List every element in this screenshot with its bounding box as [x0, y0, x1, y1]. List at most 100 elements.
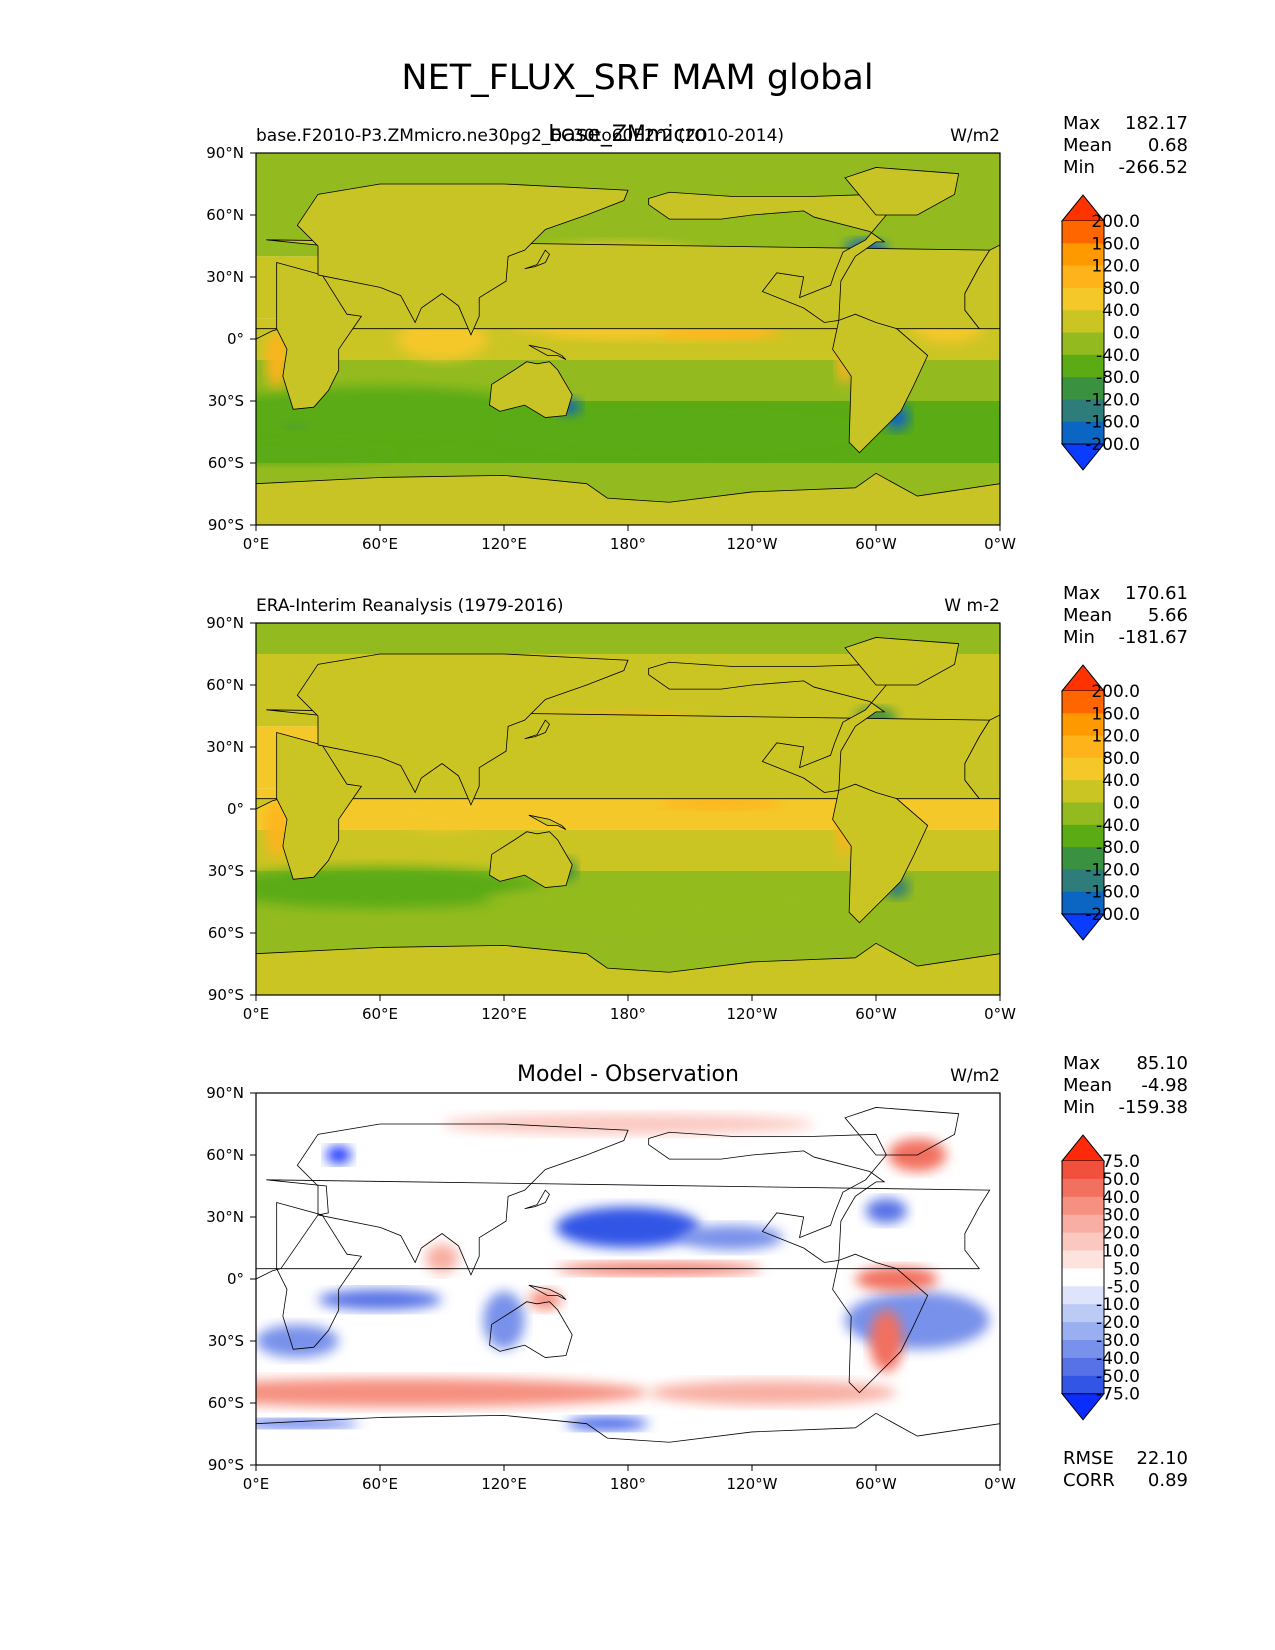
colorbar-extend-max: [1060, 1134, 1106, 1162]
colorbar-segment: [1062, 891, 1104, 915]
colorbar-segment: [1062, 1214, 1104, 1234]
colorbar-segment: [1062, 1322, 1104, 1341]
colorbar-segment: [1062, 287, 1104, 311]
colorbar-segment: [1062, 1178, 1104, 1198]
colorbar-tick-label: 160.0: [1091, 234, 1140, 254]
colorbar-segment: [1062, 265, 1104, 289]
colorbar-tick-label: -200.0: [1085, 905, 1140, 925]
stat-value: 0.68: [1148, 135, 1188, 156]
stat-label: Max: [1063, 1053, 1101, 1074]
colorbar-tick-label: -40.0: [1096, 1349, 1140, 1369]
panel-difference: 0°E 60°E 120°E 180° 120°W 60°W 0°W 90°N 60°N 30°N…: [206, 1053, 1188, 1493]
x-tick-label: 180°: [610, 1475, 646, 1493]
colorbar-tick-label: 200.0: [1091, 682, 1140, 702]
stat-label: Mean: [1063, 135, 1112, 156]
metric-value: 0.89: [1148, 1470, 1188, 1491]
y-tick-label: 60°S: [208, 924, 244, 942]
y-tick-label: 30°S: [208, 862, 244, 880]
colorbar-segment: [1062, 243, 1104, 267]
x-tick-label: 60°E: [362, 1005, 398, 1023]
x-tick-label: 120°E: [481, 1475, 527, 1493]
colorbar-tick-label: -160.0: [1085, 413, 1140, 433]
y-tick-label: 90°S: [208, 986, 244, 1004]
x-tick-label: 60°W: [855, 1475, 897, 1493]
stat-value: -159.38: [1119, 1097, 1188, 1118]
x-tick-label: 0°W: [984, 535, 1016, 553]
panel-reference: 0°E 60°E 120°E 180° 120°W 60°W 0°W 90°N 60°N 30°N…: [206, 583, 1188, 1023]
x-tick-label: 180°: [610, 535, 646, 553]
colorbar-tick-label: -80.0: [1096, 368, 1140, 388]
colorbar-segment: [1062, 780, 1104, 803]
x-tick-label: 60°W: [855, 1005, 897, 1023]
colorbar-segment: [1062, 354, 1104, 378]
colorbar-segment: [1062, 802, 1104, 826]
colorbar-tick-label: -75.0: [1096, 1385, 1140, 1405]
colorbar-segment: [1062, 1375, 1104, 1395]
colorbar-tick-label: 5.0: [1113, 1259, 1140, 1279]
metric-label: RMSE: [1063, 1448, 1114, 1469]
y-tick-label: 0°: [227, 330, 244, 348]
stat-value: -266.52: [1119, 157, 1188, 178]
colorbar-tick-label: -120.0: [1085, 860, 1140, 880]
y-tick-label: 30°S: [208, 392, 244, 410]
colorbar-segment: [1062, 1286, 1104, 1305]
x-tick-label: 60°W: [855, 535, 897, 553]
x-tick-label: 120°W: [727, 1005, 778, 1023]
stat-value: 170.61: [1125, 583, 1188, 604]
stat-label: Max: [1063, 113, 1101, 134]
colorbar-segment: [1062, 1232, 1104, 1251]
colorbar-segment: [1062, 1357, 1104, 1377]
x-tick-label: 120°W: [727, 535, 778, 553]
map-field: [256, 623, 1000, 995]
map-field: [256, 1093, 1000, 1465]
colorbar-segment: [1062, 221, 1104, 244]
stat-value: -4.98: [1141, 1075, 1188, 1096]
x-tick-label: 120°W: [727, 1475, 778, 1493]
y-tick-label: 90°S: [208, 516, 244, 534]
colorbar-tick-label: 0.0: [1113, 324, 1140, 344]
y-tick-label: 60°S: [208, 1394, 244, 1412]
y-tick-label: 60°N: [206, 1146, 244, 1164]
colorbar-segment: [1062, 691, 1104, 714]
panel-test: 0°E 60°E 120°E 180° 120°W 60°W 0°W 90°N 60°N 30°N…: [206, 113, 1188, 553]
metric-value: 22.10: [1136, 1448, 1188, 1469]
colorbar-tick-label: 80.0: [1102, 749, 1140, 769]
y-tick-label: 90°S: [208, 1456, 244, 1474]
colorbar-segment: [1062, 310, 1104, 333]
stat-label: Mean: [1063, 1075, 1112, 1096]
colorbar-segment: [1062, 1304, 1104, 1323]
colorbar-tick-label: 30.0: [1102, 1206, 1140, 1226]
y-tick-label: 60°N: [206, 206, 244, 224]
panel-title-left: ERA-Interim Reanalysis (1979-2016): [256, 596, 564, 616]
y-tick-label: 90°N: [206, 614, 244, 632]
stat-value: 85.10: [1136, 1053, 1188, 1074]
colorbar-extend-min: [1060, 913, 1106, 941]
metric-label: CORR: [1063, 1470, 1115, 1491]
colorbar-segment: [1062, 399, 1104, 423]
stat-label: Max: [1063, 583, 1101, 604]
y-tick-label: 0°: [227, 800, 244, 818]
y-tick-label: 30°N: [206, 738, 244, 756]
colorbar-tick-label: -10.0: [1096, 1295, 1140, 1315]
x-tick-label: 0°E: [243, 535, 270, 553]
colorbar-segment: [1062, 1196, 1104, 1216]
stat-label: Min: [1063, 157, 1095, 178]
colorbar-tick-label: 10.0: [1102, 1242, 1140, 1262]
colorbar-extend-min: [1060, 443, 1106, 471]
colorbar-segment: [1062, 824, 1104, 848]
colorbar-segment: [1062, 735, 1104, 759]
panel-title-left: base.F2010-P3.ZMmicro.ne30pg2_EC30to60E2…: [256, 126, 784, 146]
x-tick-label: 0°W: [984, 1475, 1016, 1493]
y-tick-label: 30°N: [206, 268, 244, 286]
colorbar-tick-label: -50.0: [1096, 1367, 1140, 1387]
stat-value: -181.67: [1119, 627, 1188, 648]
colorbar-segment: [1062, 377, 1104, 400]
panel-title-center: Model - Observation: [517, 1062, 739, 1087]
x-tick-label: 0°E: [243, 1475, 270, 1493]
colorbar-tick-label: 200.0: [1091, 212, 1140, 232]
colorbar-segment: [1062, 332, 1104, 356]
x-tick-label: 120°E: [481, 535, 527, 553]
y-tick-label: 90°N: [206, 1084, 244, 1102]
main-title: NET_FLUX_SRF MAM global: [401, 58, 874, 98]
